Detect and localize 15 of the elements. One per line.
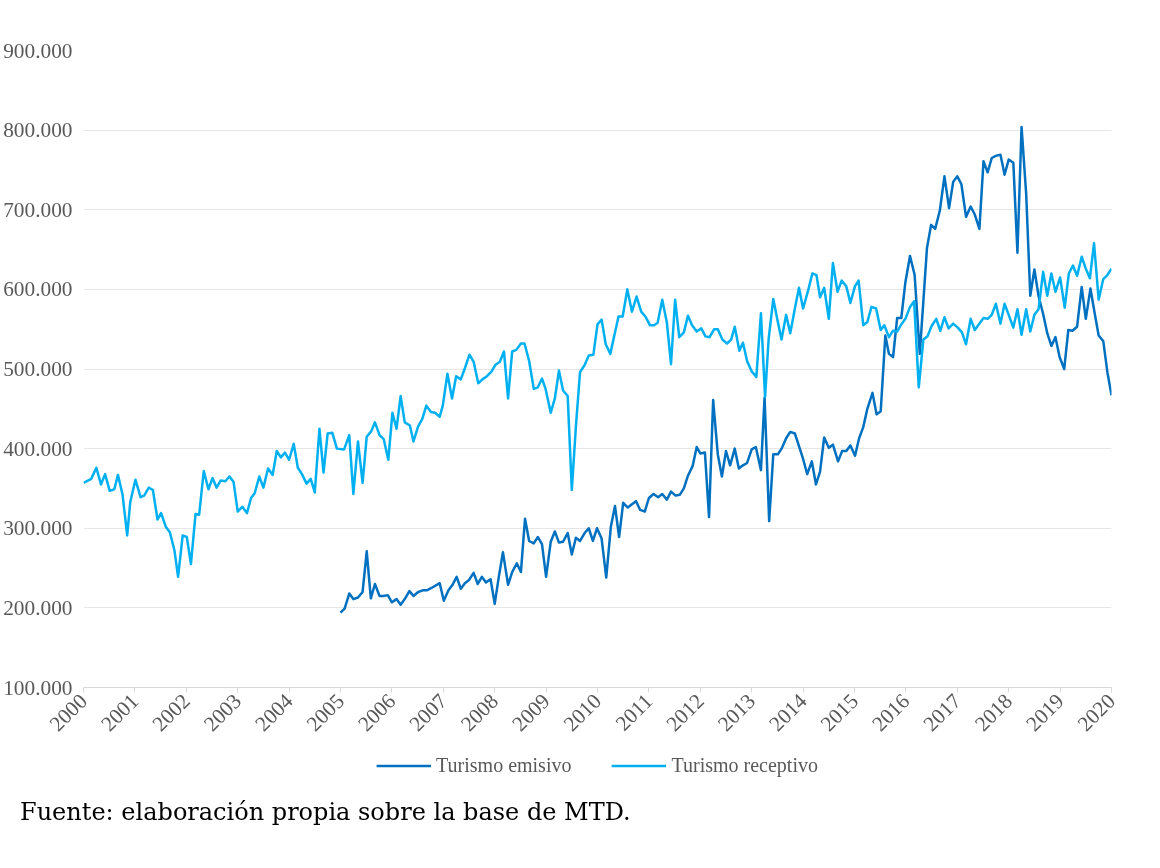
- y-tick-label: 800.000: [3, 118, 73, 143]
- y-tick-label: 400.000: [3, 436, 73, 461]
- x-tick-label: 2011: [610, 689, 658, 736]
- y-tick-label: 200.000: [3, 595, 73, 620]
- source-note: Fuente: elaboración propia sobre la base de MTD.: [20, 797, 631, 828]
- y-tick-label: 300.000: [3, 516, 73, 541]
- y-tick-label: 900.000: [3, 38, 73, 63]
- y-tick-label: 100.000: [3, 675, 73, 700]
- line-series: [83, 241, 1112, 579]
- line-series: [339, 125, 1112, 614]
- y-tick-label: 500.000: [3, 357, 73, 381]
- legend-label: Turismo emisivo: [436, 753, 572, 777]
- y-tick-label: 600.000: [3, 277, 73, 302]
- legend-label: Turismo receptivo: [671, 753, 818, 777]
- y-tick-label: 700.000: [3, 197, 73, 222]
